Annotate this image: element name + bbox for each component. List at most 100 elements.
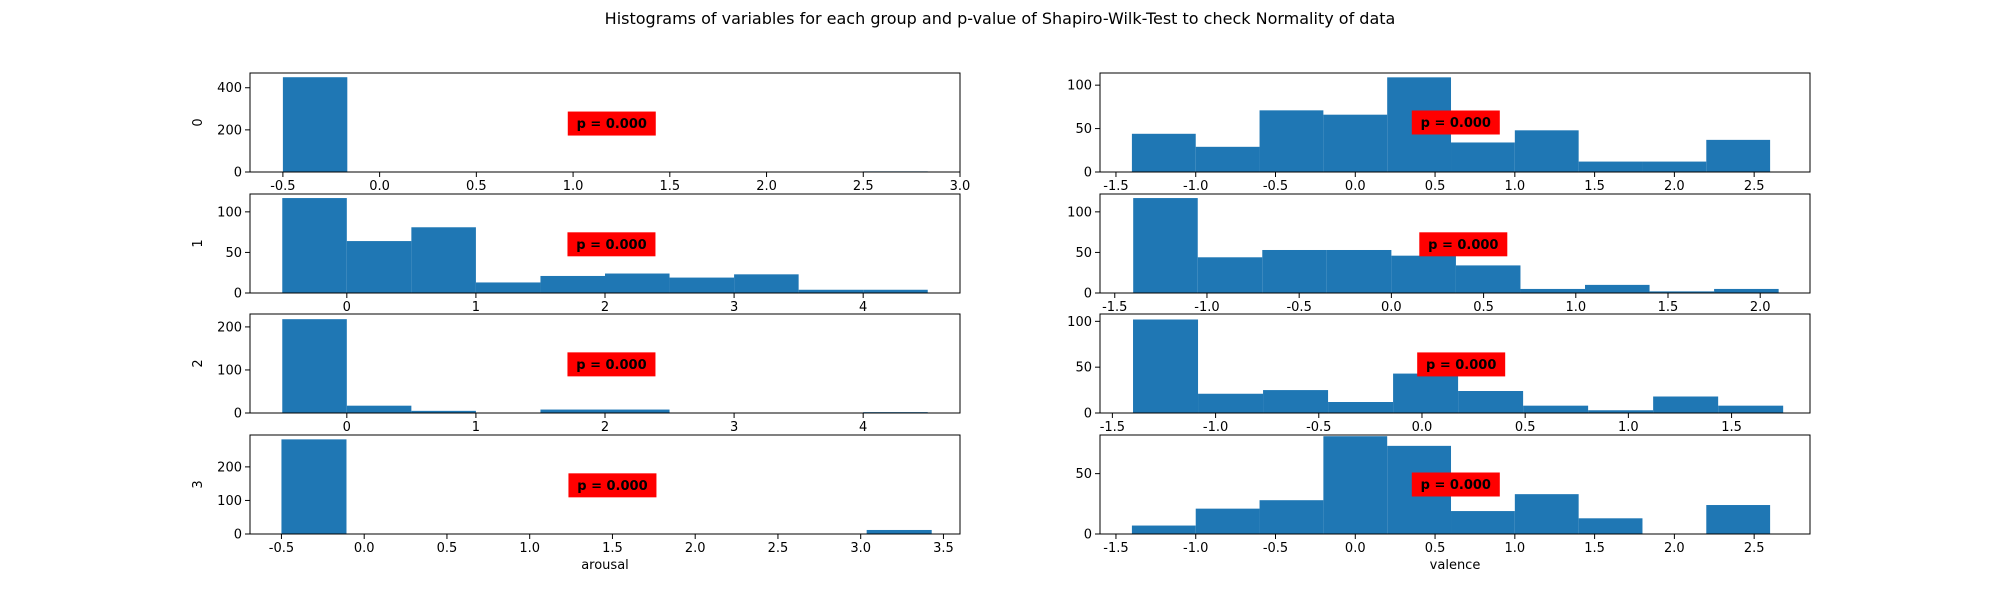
histogram-bar <box>1523 405 1589 413</box>
histogram-bar <box>1131 133 1196 172</box>
x-tick-label: 3.0 <box>950 179 971 194</box>
x-tick-label: 1.0 <box>1618 420 1639 435</box>
y-tick-label: 0 <box>1084 407 1092 422</box>
y-axis-label: 2 <box>191 359 206 367</box>
x-tick-label: 2 <box>601 420 609 435</box>
histogram-bar <box>1133 198 1198 293</box>
x-tick-label: -1.5 <box>1102 300 1127 315</box>
x-tick-label: 0.0 <box>1412 420 1433 435</box>
x-tick-label: 4 <box>859 300 867 315</box>
x-tick-label: 3.5 <box>933 541 954 556</box>
x-tick-label: 0.5 <box>1425 179 1446 194</box>
x-tick-label: -1.5 <box>1103 541 1128 556</box>
x-tick-label: 0.5 <box>1425 541 1446 556</box>
x-tick-label: 4 <box>859 420 867 435</box>
y-tick-label: 50 <box>225 246 242 261</box>
p-value-label: p = 0.000 <box>1426 358 1496 373</box>
axes-frame <box>1099 72 1811 173</box>
x-tick-label: 1.0 <box>1504 179 1525 194</box>
p-value-box <box>568 473 657 498</box>
x-tick-label: 1.0 <box>1565 300 1586 315</box>
y-axis-label: 0 <box>191 118 206 126</box>
x-tick-label: -1.0 <box>1183 541 1208 556</box>
histogram-bar <box>1585 284 1650 293</box>
x-tick-label: 0.0 <box>1345 179 1366 194</box>
histogram-bar <box>1263 390 1329 413</box>
histogram-bar <box>1328 402 1394 413</box>
histogram-bar <box>863 289 928 293</box>
histogram-bar <box>1455 265 1521 293</box>
histogram-bar <box>282 198 347 293</box>
x-tick-label: 1.5 <box>659 179 680 194</box>
histogram-bar <box>1391 255 1456 293</box>
p-value-label: p = 0.000 <box>1428 238 1498 253</box>
x-tick-label: 3 <box>730 300 738 315</box>
x-tick-label: 2 <box>601 300 609 315</box>
y-axis-label: 3 <box>191 480 206 488</box>
axes-frame <box>1099 193 1811 294</box>
histogram-bar <box>669 277 735 293</box>
histogram-bar <box>1706 139 1771 172</box>
histogram-bar <box>734 274 799 293</box>
histogram-bar <box>1323 114 1388 172</box>
p-value-box <box>1419 232 1508 257</box>
x-tick-label: -0.5 <box>269 541 294 556</box>
p-value-box <box>1411 472 1500 497</box>
x-tick-label: 1.5 <box>1658 300 1679 315</box>
y-tick-label: 200 <box>217 123 242 138</box>
y-tick-label: 100 <box>217 363 242 378</box>
y-tick-label: 100 <box>1067 315 1092 330</box>
histogram-bar <box>475 282 541 293</box>
y-tick-label: 0 <box>234 407 242 422</box>
histogram-bar <box>540 275 605 293</box>
x-tick-label: 1.0 <box>519 541 540 556</box>
histogram-bar <box>1642 161 1707 172</box>
x-tick-label: 0 <box>343 300 351 315</box>
x-tick-label: -1.5 <box>1100 420 1125 435</box>
histogram-bar <box>1133 319 1199 413</box>
x-tick-label: 0.5 <box>1473 300 1494 315</box>
y-tick-label: 0 <box>234 166 242 181</box>
histogram-bar <box>1195 508 1260 534</box>
p-value-label: p = 0.000 <box>1421 116 1491 131</box>
x-tick-label: 2.5 <box>853 179 874 194</box>
subplot-3-1: -1.5 -1.0 -0.5 0.0 0.5 1.0 1.5 2.0 2.5 0 50 valence… <box>1075 434 1811 573</box>
axes-frame <box>249 434 961 535</box>
x-tick-label: 2.0 <box>1664 541 1685 556</box>
axes-frame <box>249 72 961 173</box>
y-tick-label: 100 <box>1067 205 1092 220</box>
histogram-bar <box>1718 405 1784 413</box>
x-tick-label: 3 <box>730 420 738 435</box>
histogram-bar <box>1653 396 1719 413</box>
y-tick-label: 0 <box>234 287 242 302</box>
x-tick-label: 1.0 <box>1504 541 1525 556</box>
x-tick-label: 2.5 <box>1744 541 1765 556</box>
x-tick-label: 1 <box>472 300 480 315</box>
histogram-bar <box>282 77 348 172</box>
y-tick-label: 400 <box>217 81 242 96</box>
histogram-bar <box>411 410 476 413</box>
histogram-bar <box>346 405 412 413</box>
figure-title: Histograms of variables for each group a… <box>605 9 1396 28</box>
x-tick-label: 2.0 <box>1750 300 1771 315</box>
histogram-bar <box>1520 288 1586 293</box>
x-axis-label: valence <box>1430 558 1481 573</box>
subplot-2-0: 0 1 2 3 4 0 100 200 2 p = 0.000 <box>191 313 961 435</box>
x-tick-label: 1.5 <box>1584 179 1605 194</box>
histogram-bar <box>1131 525 1196 534</box>
x-tick-label: -1.0 <box>1194 300 1219 315</box>
histogram-bar <box>1714 288 1779 293</box>
p-value-box <box>567 352 656 377</box>
y-tick-label: 100 <box>217 494 242 509</box>
x-tick-label: 0.0 <box>369 179 390 194</box>
y-tick-label: 50 <box>1075 246 1092 261</box>
p-value-box <box>1411 110 1500 135</box>
subplot-1-0: 0 1 2 3 4 0 50 100 1 p = 0.000 <box>191 193 961 315</box>
histogram-bar <box>1451 511 1515 534</box>
p-value-box <box>567 232 656 257</box>
y-tick-label: 50 <box>1075 361 1092 376</box>
histogram-bar <box>605 409 670 413</box>
histogram-bar <box>1578 518 1643 534</box>
x-tick-label: -0.5 <box>1286 300 1311 315</box>
x-axis-label: arousal <box>581 558 629 573</box>
